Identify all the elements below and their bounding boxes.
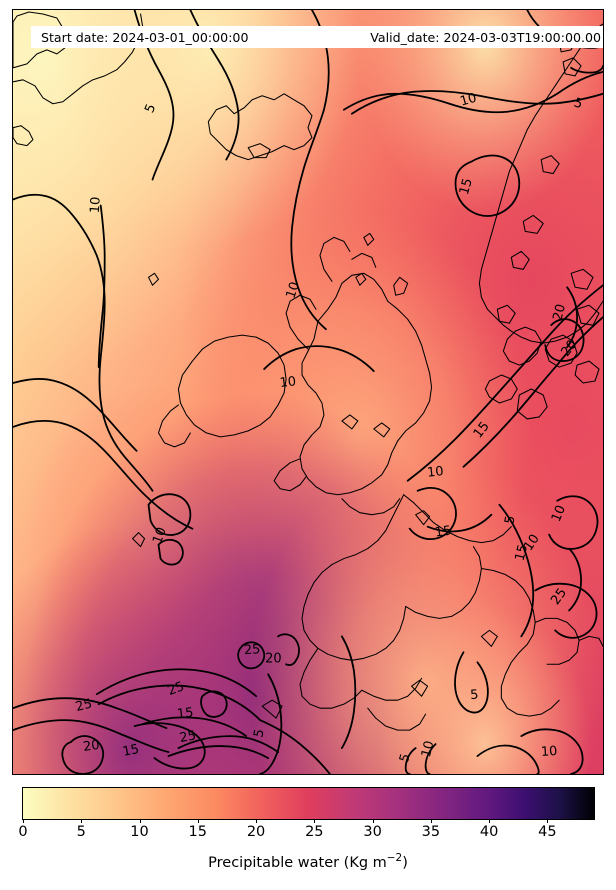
contour-label-10: 10 (426, 464, 444, 481)
contour-label-25: 20 (82, 738, 100, 755)
coastline-alps-italy (480, 568, 603, 717)
contour-label-20: 25 (166, 679, 187, 699)
colorbar-tick-label: 10 (130, 824, 149, 840)
colorbar-tick (256, 819, 258, 823)
colorbar-tick-label: 40 (479, 824, 499, 840)
colorbar-tick (372, 819, 374, 823)
colorbar-tick (489, 819, 491, 823)
colorbar-tick (430, 819, 432, 823)
coastline-iceland (207, 93, 313, 161)
contour-level-10 (13, 10, 603, 774)
colorbar-tick-label: 35 (421, 824, 441, 840)
map-axes: 5 10 5 15 10 10 10 20 20 15 10 10 15 15 … (12, 9, 604, 775)
contour-label-25: 15 (176, 705, 194, 722)
colorbar-tick (197, 819, 199, 823)
contour-label-15: 15 (457, 177, 476, 197)
contour-label-20: 20 (550, 303, 569, 323)
colorbar-tick (314, 819, 316, 823)
colorbar-axis-label-close: ) (402, 854, 408, 871)
colorbar-tick (23, 819, 24, 823)
colorbar-tick-label: 5 (76, 824, 86, 840)
date-title-strip: Start date: 2024-03-01_00:00:00 Valid_da… (31, 26, 603, 48)
contour-label-20: 15 (121, 742, 140, 760)
valid-date-label: Valid_date: 2024-03-03T19:00:00.00 (370, 29, 601, 45)
colorbar-tick-label: 0 (18, 824, 28, 840)
contour-level-15 (13, 154, 603, 753)
contour-label-15: 10 (549, 503, 569, 524)
coastline-ireland (157, 334, 287, 448)
colorbar-tick-label: 20 (246, 824, 266, 840)
contour-labels: 5 10 5 15 10 10 10 20 20 15 10 10 15 15 … (74, 91, 584, 760)
contour-label-10: 25 (548, 586, 570, 608)
colorbar-tick-label: 15 (188, 824, 208, 840)
colorbar-axis-label-text: Precipitable water (Kg m (208, 854, 387, 871)
coastline-france-iberia (299, 494, 512, 731)
contour-label-25: 5 (251, 728, 267, 739)
colorbar-axis-label-exponent: −2 (386, 852, 403, 864)
contour-level-25 (61, 633, 357, 774)
start-date-label: Start date: 2024-03-01_00:00:00 (41, 29, 249, 45)
contour-level-5 (133, 10, 603, 774)
contour-label-15: 15 (471, 419, 493, 441)
colorbar-tick-label: 25 (305, 824, 324, 840)
contour-label-25: 20 (265, 651, 281, 666)
contour-labels-extra: 5 10 (397, 744, 558, 764)
coastline-islands-misc (132, 272, 498, 719)
contour-label-10: 15 (434, 523, 452, 540)
contour-label-25: 25 (243, 642, 260, 658)
contour-overlay: 5 10 5 15 10 10 10 20 20 15 10 10 15 15 … (13, 10, 603, 774)
contour-label-10: 10 (458, 91, 478, 110)
colorbar-axis-label: Precipitable water (Kg m−2) (0, 852, 616, 871)
contour-level-20 (95, 286, 585, 774)
colorbar-tick (547, 819, 549, 823)
coastline-great-britain (273, 236, 433, 516)
contour-label-5: 5 (470, 688, 479, 704)
precipitable-water-field (13, 10, 603, 774)
colorbar-gradient (23, 788, 594, 819)
contour-label-5: 5 (572, 95, 585, 112)
colorbar-tick (139, 819, 141, 823)
contour-label-5-extra: 5 (397, 752, 414, 764)
coastline-faroes-shetland (355, 232, 409, 296)
coastline-denmark-baltic (484, 326, 600, 420)
colorbar-tick (81, 819, 83, 823)
contour-label-5: 10 (419, 739, 438, 759)
contour-label-10: 10 (88, 196, 104, 213)
colorbar-tick-label: 30 (363, 824, 382, 840)
contour-label-15: 25 (179, 728, 198, 746)
contour-label-10-extra: 10 (540, 744, 557, 760)
contour-label-15: 25 (74, 696, 94, 715)
colorbar-axes: 0 5 10 15 20 25 30 35 40 45 (18, 787, 595, 840)
colorbar-tick-label: 45 (538, 824, 557, 840)
contour-label-5: 5 (142, 102, 159, 115)
contour-label-10: 10 (284, 280, 303, 300)
contour-label-10: 10 (150, 525, 170, 546)
contour-label-15: 15 (513, 543, 532, 563)
contour-label-10: 10 (279, 374, 297, 391)
contour-label-5: 5 (502, 515, 518, 526)
